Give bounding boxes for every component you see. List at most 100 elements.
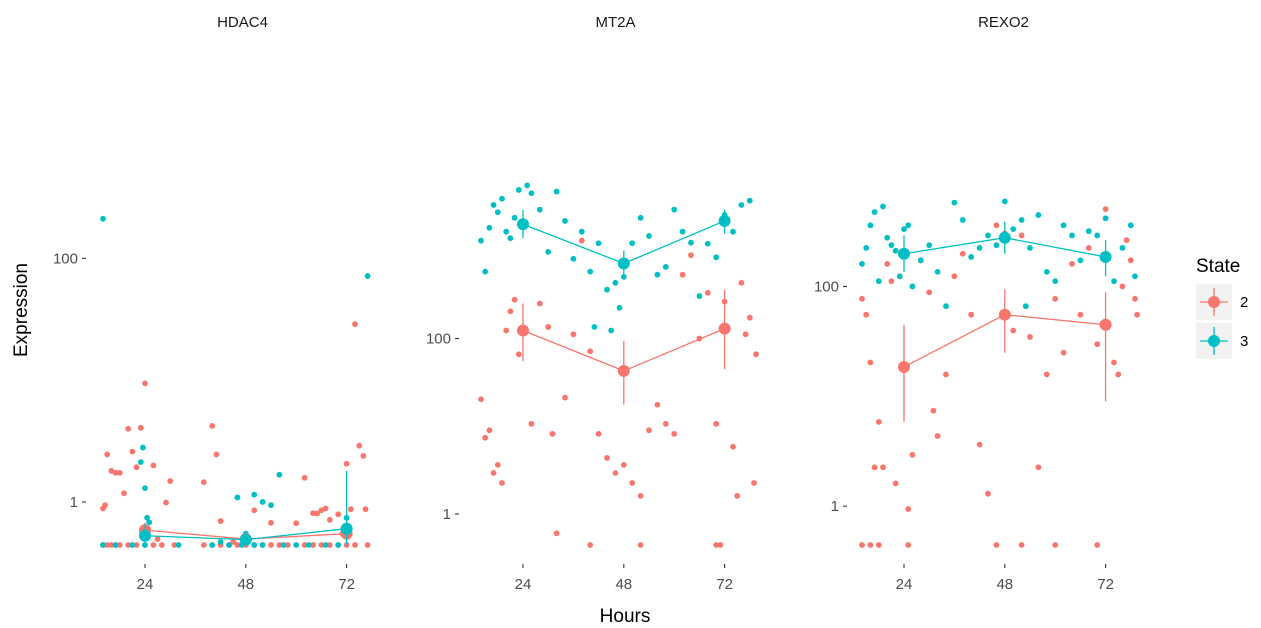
y-tick-label: 100 — [53, 250, 78, 267]
data-point — [133, 542, 140, 548]
data-point — [943, 371, 949, 378]
data-point — [587, 268, 594, 275]
data-point — [930, 407, 937, 414]
data-point — [884, 261, 891, 267]
data-point — [616, 304, 623, 311]
data-point — [604, 286, 610, 293]
data-point — [1094, 232, 1101, 239]
mean-marker — [898, 360, 910, 373]
data-point — [322, 542, 329, 548]
data-point — [1043, 371, 1050, 378]
data-point — [507, 308, 514, 315]
data-point — [1043, 268, 1050, 275]
data-point — [679, 228, 686, 235]
data-point — [230, 539, 237, 545]
x-tick-label: 24 — [896, 576, 913, 593]
mean-marker — [340, 522, 353, 535]
data-point — [511, 214, 518, 221]
x-tick-label: 48 — [237, 576, 254, 593]
legend-marker — [1208, 335, 1220, 347]
data-point — [595, 430, 602, 437]
data-point — [1119, 283, 1126, 290]
data-point — [867, 542, 874, 548]
data-point — [137, 424, 144, 431]
mean-marker — [1099, 318, 1112, 331]
data-point — [578, 228, 585, 235]
data-point — [209, 423, 216, 429]
data-point — [1094, 341, 1101, 348]
data-point — [679, 271, 686, 278]
mean-marker — [1099, 250, 1112, 263]
data-point — [150, 542, 157, 548]
data-point — [310, 510, 316, 517]
data-point — [713, 420, 720, 427]
data-point — [259, 542, 266, 548]
data-point — [515, 187, 522, 193]
data-point — [730, 443, 736, 450]
data-point — [604, 455, 610, 461]
data-point — [562, 394, 568, 401]
data-point — [146, 519, 153, 526]
data-point — [688, 239, 694, 246]
data-point — [863, 311, 870, 318]
data-point — [478, 396, 484, 403]
data-point — [1111, 278, 1117, 285]
data-point — [112, 542, 119, 548]
data-point — [654, 401, 661, 408]
data-point — [478, 237, 484, 244]
data-point — [217, 518, 224, 524]
data-point — [993, 542, 1000, 548]
data-point — [875, 419, 882, 425]
data-point — [871, 464, 878, 471]
data-point — [587, 542, 594, 548]
data-point — [326, 542, 333, 548]
data-point — [268, 502, 274, 509]
data-point — [1102, 206, 1109, 213]
data-point — [125, 425, 132, 432]
mean-marker — [718, 214, 731, 227]
data-point — [276, 542, 283, 548]
data-point — [310, 542, 316, 548]
legend-label: 3 — [1240, 333, 1248, 350]
data-point — [171, 542, 178, 548]
data-point — [318, 542, 325, 548]
data-point — [284, 542, 291, 548]
data-point — [629, 240, 636, 247]
data-point — [859, 261, 865, 267]
data-point — [993, 222, 1000, 229]
data-point — [1134, 311, 1140, 318]
data-point — [875, 278, 882, 285]
data-point — [1127, 257, 1134, 264]
data-point — [322, 505, 329, 512]
data-point — [112, 469, 119, 476]
data-point — [104, 542, 111, 548]
data-point — [934, 433, 941, 439]
data-point — [662, 264, 669, 270]
mean-marker — [517, 324, 529, 337]
data-point — [993, 242, 1000, 249]
data-point — [1052, 295, 1059, 302]
data-point — [356, 442, 363, 449]
data-point — [490, 470, 497, 476]
data-point — [875, 542, 882, 548]
data-point — [217, 539, 224, 545]
mean-marker — [517, 218, 529, 231]
data-point — [1060, 222, 1067, 229]
data-point — [934, 268, 941, 275]
data-point — [730, 228, 736, 235]
data-point — [888, 242, 895, 249]
data-point — [738, 202, 745, 208]
data-point — [959, 250, 966, 257]
mean-marker — [139, 529, 151, 542]
data-point — [753, 351, 759, 358]
data-point — [1010, 226, 1017, 233]
data-point — [738, 279, 745, 286]
data-point — [909, 283, 916, 290]
data-point — [175, 542, 182, 548]
legend-marker — [1208, 296, 1220, 308]
data-point — [871, 209, 878, 215]
data-point — [200, 542, 207, 548]
data-point — [595, 240, 602, 247]
y-axis-title: Expression — [11, 263, 32, 357]
data-point — [314, 510, 321, 517]
